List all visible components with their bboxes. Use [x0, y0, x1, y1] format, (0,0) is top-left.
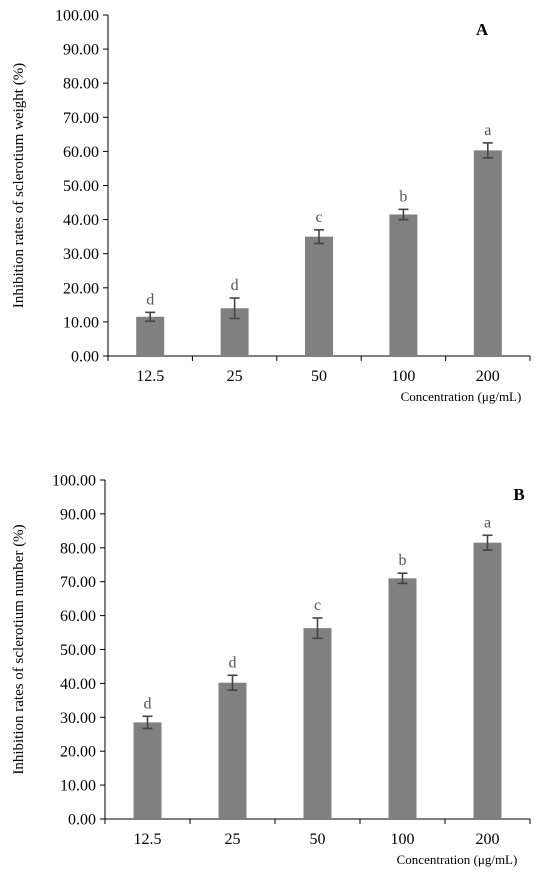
- chart-a-x-tick-label: 200: [476, 368, 500, 385]
- chart-b-significance-label: b: [399, 552, 407, 569]
- chart-a-y-tick-label: 0.00: [71, 349, 99, 366]
- chart-a-y-tick-label: 90.00: [63, 42, 99, 59]
- chart-b-significance-label: a: [484, 514, 491, 531]
- chart-a-significance-label: d: [231, 277, 239, 294]
- chart-a-bar: [389, 214, 418, 356]
- chart-a-panel-label: A: [476, 20, 489, 39]
- chart-b-bar: [473, 542, 502, 819]
- chart-a-y-tick-label: 30.00: [63, 246, 99, 263]
- chart-b-y-tick-label: 30.00: [60, 710, 96, 727]
- chart-b-y-axis-title: Inhibition rates of sclerotium number (%…: [11, 524, 27, 774]
- chart-b-y-tick-label: 50.00: [60, 642, 96, 659]
- chart-a-y-tick-label: 100.00: [55, 8, 99, 25]
- chart-b-x-tick-label: 12.5: [134, 831, 162, 848]
- chart-b-x-axis-title: Concentration (μg/mL): [397, 852, 518, 867]
- chart-b-bar: [133, 722, 162, 819]
- chart-b-panel-label: B: [513, 485, 524, 504]
- chart-b-significance-label: d: [229, 654, 237, 671]
- chart-b-bar: [388, 578, 417, 819]
- chart-a-x-axis-title: Concentration (μg/mL): [401, 389, 522, 404]
- chart-b-significance-label: c: [314, 597, 321, 614]
- chart-a-significance-label: d: [146, 291, 154, 308]
- chart-a-y-tick-label: 50.00: [63, 178, 99, 195]
- chart-a-significance-label: b: [399, 188, 407, 205]
- chart-b-y-tick-label: 90.00: [60, 506, 96, 523]
- chart-b-y-tick-label: 40.00: [60, 676, 96, 693]
- chart-a-y-tick-label: 20.00: [63, 280, 99, 297]
- chart-a-significance-label: c: [315, 209, 322, 226]
- chart-a-x-tick-label: 50: [311, 368, 327, 385]
- chart-b-y-tick-label: 10.00: [60, 778, 96, 795]
- chart-b-bar: [218, 682, 247, 819]
- chart-a-significance-label: a: [484, 122, 491, 139]
- chart-a-x-tick-label: 25: [227, 368, 243, 385]
- chart-b-x-tick-label: 50: [310, 831, 326, 848]
- chart-b-x-tick-label: 100: [391, 831, 415, 848]
- chart-a-bar: [473, 150, 502, 356]
- chart-b-y-tick-label: 70.00: [60, 574, 96, 591]
- chart-a-y-tick-label: 70.00: [63, 110, 99, 127]
- chart-a-y-axis-title: Inhibition rates of sclerotium weight (%…: [11, 63, 27, 308]
- chart-b-significance-label: d: [144, 695, 152, 712]
- chart-a-bar: [305, 236, 333, 356]
- chart-b-y-tick-label: 20.00: [60, 744, 96, 761]
- chart-a-y-tick-label: 60.00: [63, 144, 99, 161]
- chart-b-x-tick-label: 25: [225, 831, 241, 848]
- chart-a-y-tick-label: 10.00: [63, 314, 99, 331]
- chart-b-y-tick-label: 60.00: [60, 608, 96, 625]
- chart-a-x-tick-label: 100: [391, 368, 415, 385]
- chart-a-y-tick-label: 80.00: [63, 76, 99, 93]
- chart-a-bar: [136, 316, 165, 356]
- chart-b-y-tick-label: 0.00: [68, 812, 96, 829]
- chart-b-x-tick-label: 200: [476, 831, 500, 848]
- chart-b-y-tick-label: 80.00: [60, 540, 96, 557]
- chart-a-x-tick-label: 12.5: [136, 368, 164, 385]
- chart-a-y-tick-label: 40.00: [63, 212, 99, 229]
- chart-b-bar: [303, 628, 332, 819]
- chart-b-y-tick-label: 100.00: [52, 473, 96, 490]
